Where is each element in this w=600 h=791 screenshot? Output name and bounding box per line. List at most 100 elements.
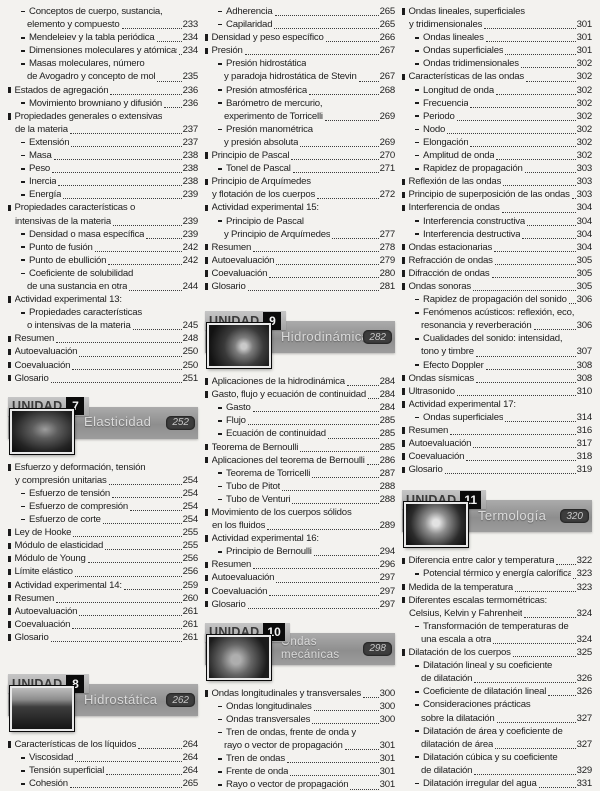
- square-bullet-icon: [8, 529, 11, 536]
- toc-entry: Módulo de Young 256: [8, 552, 198, 565]
- entry-title: en los fluidos: [212, 520, 266, 532]
- dash-bullet-icon: [218, 771, 222, 773]
- unit-title-line: Elasticidad: [84, 414, 152, 430]
- entry-page-number: 329: [576, 764, 593, 776]
- dot-leader: [313, 709, 379, 711]
- entry-title: Autoevaluación: [14, 346, 78, 358]
- toc-entry: Glosario 281: [205, 280, 395, 293]
- dot-leader: [538, 786, 576, 789]
- toc-entry: Esfuerzo de tensión 254: [8, 487, 198, 500]
- toc-entry: Autoevaluación 261: [8, 605, 198, 618]
- entry-page-number: 288: [379, 480, 396, 492]
- dot-leader: [79, 355, 182, 357]
- dot-leader: [112, 496, 182, 498]
- entry-title: Coevaluación: [211, 585, 268, 597]
- entry-page-number: 234: [182, 45, 199, 57]
- square-bullet-icon: [402, 388, 405, 395]
- unit-title: Elasticidad: [84, 416, 151, 429]
- entry-title: Resumen: [211, 559, 252, 571]
- dash-bullet-icon: [415, 730, 419, 732]
- entry-title: Coevaluación: [14, 359, 71, 371]
- toc-entry: Diferencia entre calor y temperatura 322: [402, 554, 592, 567]
- entry-title: Ondas estacionarias: [408, 241, 493, 253]
- entry-title: Ultrasonido: [408, 385, 455, 397]
- entry-title: Efecto Doppler: [423, 359, 484, 371]
- toc-entry: Amplitud de onda 302: [402, 149, 592, 162]
- entry-page-number: 265: [182, 778, 199, 790]
- dot-leader: [286, 761, 379, 764]
- entry-page-number: 260: [182, 592, 199, 604]
- entry-title: Presión manométrica: [226, 123, 313, 135]
- dash-bullet-icon: [415, 416, 419, 419]
- entry-title: Teorema de Bernoulli: [211, 441, 299, 453]
- entry-title: Propiedades características o: [14, 202, 136, 214]
- toc-entry: Ondas longitudinales 300: [205, 700, 395, 713]
- entry-page-number: 307: [576, 346, 593, 358]
- dash-bullet-icon: [218, 784, 222, 786]
- dash-bullet-icon: [415, 154, 419, 157]
- entry-page-number: 325: [576, 647, 593, 659]
- entry-title: Capilaridad: [226, 19, 273, 31]
- unit-title: Hidrostática: [84, 693, 157, 707]
- square-bullet-icon: [205, 443, 208, 451]
- dot-leader: [267, 528, 379, 531]
- entry-title: Glosario: [14, 631, 49, 643]
- entry-page-number: 267: [379, 71, 396, 83]
- toc-entry: Interferencia constructiva 304: [402, 215, 592, 228]
- unit-page-badge: 320: [560, 509, 589, 524]
- unit-header-9: Hidrodinámica 282 UNIDAD 9: [205, 311, 395, 370]
- entry-page-number: 256: [182, 566, 199, 578]
- dot-leader: [470, 145, 576, 148]
- entry-title: Punto de ebullición: [29, 254, 107, 266]
- entry-title: de Avogadro y concepto de mol: [27, 71, 156, 83]
- dot-leader: [312, 722, 379, 725]
- square-bullet-icon: [8, 634, 11, 641]
- toc-entry: Tren de ondas, frente de onda y: [205, 726, 395, 739]
- toc-entry: Tonel de Pascal 271: [205, 162, 395, 175]
- entry-title: Ondas superficiales: [423, 411, 504, 423]
- entry-page-number: 235: [182, 71, 199, 83]
- entry-page-number: 302: [576, 150, 593, 162]
- dot-leader: [466, 459, 576, 462]
- dash-bullet-icon: [218, 485, 222, 488]
- entry-title: Tensión superficial: [29, 765, 105, 777]
- entry-title: Ondas lineales: [423, 32, 484, 44]
- entry-title: Potencial térmico y energía calorífica: [423, 568, 571, 580]
- square-bullet-icon: [205, 561, 208, 569]
- toc-entry: Elongación 302: [402, 136, 592, 149]
- unit-page-badge: 298: [363, 641, 392, 656]
- toc-entry: Gasto, flujo y ecuación de continuidad 28…: [205, 388, 395, 401]
- entry-title: Densidad o masa específica: [29, 228, 145, 240]
- entry-title: Medida de la temperatura: [408, 581, 514, 593]
- toc-entry: y compresión unitarias 254: [8, 474, 198, 487]
- dot-leader: [525, 80, 576, 82]
- dot-leader: [470, 106, 576, 108]
- entry-title: Ondas longitudinales y transversales: [211, 687, 362, 699]
- toc-entry: Autoevaluación 297: [205, 571, 395, 584]
- entry-page-number: 319: [576, 464, 593, 476]
- entry-title: Glosario: [211, 280, 246, 292]
- square-bullet-icon: [8, 296, 11, 303]
- toc-column-3: Ondas lineales, superficiales y tridimens…: [402, 5, 592, 791]
- dash-bullet-icon: [218, 433, 222, 435]
- dot-leader: [274, 27, 379, 30]
- dash-bullet-icon: [415, 704, 419, 706]
- entry-title: rayo o vector de propagación: [224, 740, 343, 752]
- entry-title: Rayo o vector de propagación: [226, 779, 349, 791]
- entry-page-number: 254: [182, 487, 199, 499]
- entry-page-number: 301: [379, 779, 396, 791]
- entry-title: Periodo: [423, 110, 455, 122]
- toc-entry: Presión 267: [205, 44, 395, 57]
- entry-page-number: 269: [379, 136, 396, 148]
- entry-title: Mendeleiev y la tabla periódica: [29, 32, 155, 44]
- dot-leader: [505, 53, 576, 56]
- entry-title: Coevaluación: [211, 267, 268, 279]
- entry-page-number: 304: [576, 241, 593, 253]
- entry-title: Tonel de Pascal: [226, 163, 291, 175]
- entry-title: Resumen: [14, 333, 55, 345]
- dash-bullet-icon: [218, 406, 222, 409]
- entry-page-number: 323: [576, 581, 593, 593]
- toc-entry: Principio de superposición de las ondas 3…: [402, 188, 592, 201]
- entry-page-number: 242: [182, 241, 199, 253]
